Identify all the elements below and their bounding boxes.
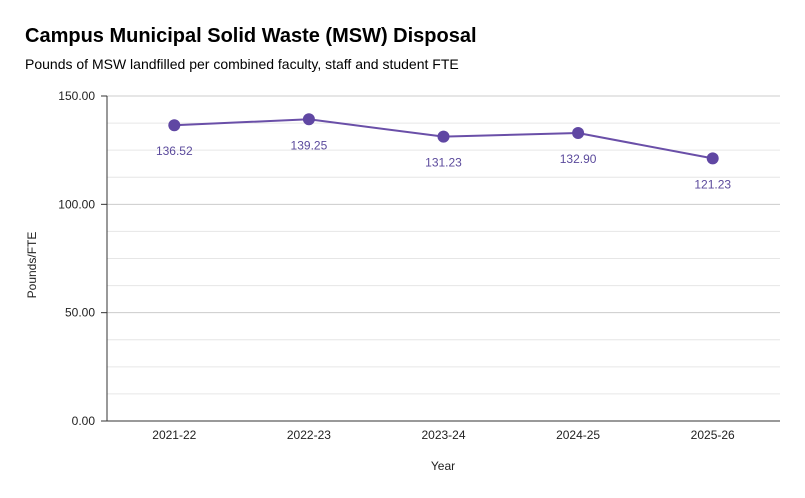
x-tick-label: 2021-22 [152,428,196,442]
y-tick-label: 100.00 [58,197,95,211]
x-tick-label: 2024-25 [556,428,600,442]
data-point [437,130,450,143]
data-label: 132.90 [560,152,597,166]
series-layer: 136.52 139.25 131.23 132.90 121.23 [156,113,731,191]
chart-title: Campus Municipal Solid Waste (MSW) Dispo… [25,25,477,47]
data-label: 131.23 [425,156,462,170]
data-label: 139.25 [291,138,328,152]
x-axis-title: Year [431,459,455,473]
x-tick-label: 2022-23 [287,428,331,442]
data-point [168,119,181,132]
chart-subtitle: Pounds of MSW landfilled per combined fa… [25,56,459,72]
data-point [706,152,719,165]
y-tick-label: 150.00 [58,89,95,103]
y-tick-label: 0.00 [72,414,96,428]
data-point [302,113,315,126]
data-label: 136.52 [156,144,193,158]
x-tick-label: 2025-26 [691,428,735,442]
y-axis-title: Pounds/FTE [25,232,39,299]
y-tick-label: 50.00 [65,306,95,320]
data-label: 121.23 [694,177,731,191]
axes: 0.00 50.00 100.00 150.00 2021-22 2022-23 2023-… [58,89,780,442]
x-tick-label: 2023-24 [421,428,465,442]
data-point [572,127,585,140]
